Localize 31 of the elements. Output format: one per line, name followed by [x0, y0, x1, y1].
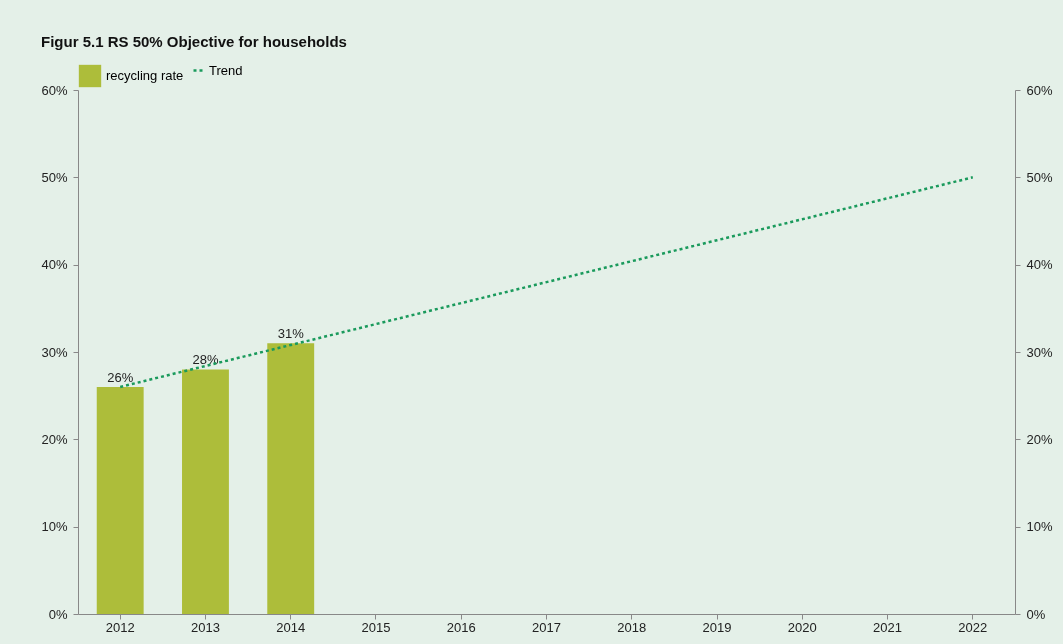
x-tick-label: 2014: [276, 619, 306, 635]
y2-tick-label: 30%: [1026, 344, 1053, 360]
x-tick-label: 2020: [787, 619, 817, 635]
x-tick-label: 2017: [532, 619, 561, 635]
x-tick-label: 2019: [702, 619, 732, 635]
y2-tick-label: 60%: [1026, 82, 1053, 98]
y-tick-label: 10%: [41, 519, 68, 535]
y2-tick-label: 0%: [1026, 606, 1046, 622]
y2-tick-label: 20%: [1026, 431, 1053, 447]
data-label: 28%: [192, 352, 219, 368]
legend-label: recycling rate: [106, 68, 184, 83]
x-tick-label: 2016: [446, 619, 476, 635]
x-tick-label: 2015: [361, 619, 391, 635]
y2-tick-label: 50%: [1026, 169, 1053, 185]
y-tick-label: 50%: [41, 169, 68, 185]
y-tick-label: 60%: [41, 82, 68, 98]
x-tick-label: 2018: [617, 619, 647, 635]
y-tick-label: 40%: [41, 257, 68, 273]
legend-label: Trend: [209, 62, 243, 78]
x-tick-label: 2022: [958, 619, 988, 635]
y2-tick-label: 10%: [1026, 519, 1053, 535]
chart-title: Figur 5.1 RS 50% Objective for households: [40, 33, 347, 50]
x-tick-label: 2012: [105, 619, 135, 635]
y2-tick-label: 40%: [1026, 257, 1053, 273]
x-tick-label: 2013: [191, 619, 220, 635]
x-tick-label: 2021: [873, 619, 902, 635]
y-tick-label: 0%: [48, 606, 68, 622]
data-label: 31%: [277, 326, 305, 342]
data-label: 26%: [107, 369, 134, 385]
y-tick-label: 30%: [41, 344, 68, 360]
y-tick-label: 20%: [41, 431, 68, 447]
